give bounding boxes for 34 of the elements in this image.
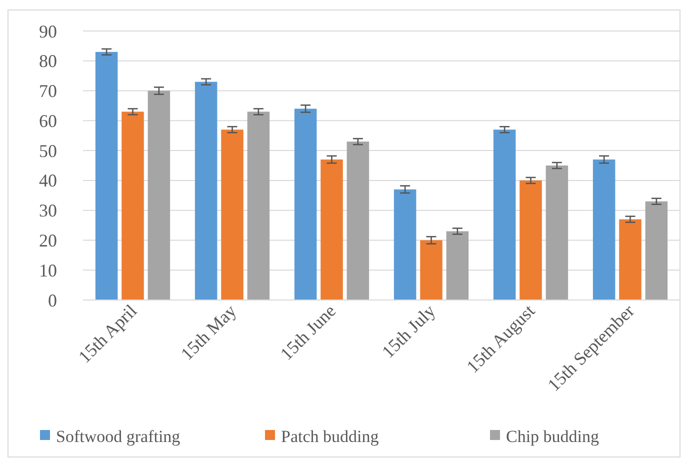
y-tick-label: 80 [39,51,57,72]
bar [247,112,270,300]
y-tick-label: 30 [39,200,57,221]
bar [122,112,144,300]
y-tick-label: 20 [39,230,57,251]
bar [394,189,416,300]
y-tick-label: 90 [39,21,57,42]
bar [294,108,317,300]
bar [546,166,568,300]
y-tick-label: 10 [39,260,57,280]
bar [592,160,616,300]
y-tick-label: 60 [39,110,57,131]
legend-label: Patch budding [281,426,380,446]
x-tick-label: 15th May [176,300,240,364]
bar [320,160,343,300]
bar [148,90,170,300]
bar [95,52,118,300]
y-tick-label: 40 [39,170,57,191]
bar [194,82,218,300]
legend-label: Softwood grafting [56,426,181,446]
bar [446,231,469,300]
legend-label: Chip budding [506,426,600,446]
y-tick-label: 70 [39,81,57,102]
bar [346,142,370,300]
y-tick-label: 50 [39,140,57,161]
bar [221,130,244,300]
bar [520,180,542,300]
bar [493,130,516,300]
bar [645,201,668,300]
bar [619,219,642,300]
x-tick-label: 15th June [276,300,340,364]
bar [420,240,442,300]
x-tick-label: 15th July [378,300,440,362]
y-tick-label: 0 [48,290,57,310]
